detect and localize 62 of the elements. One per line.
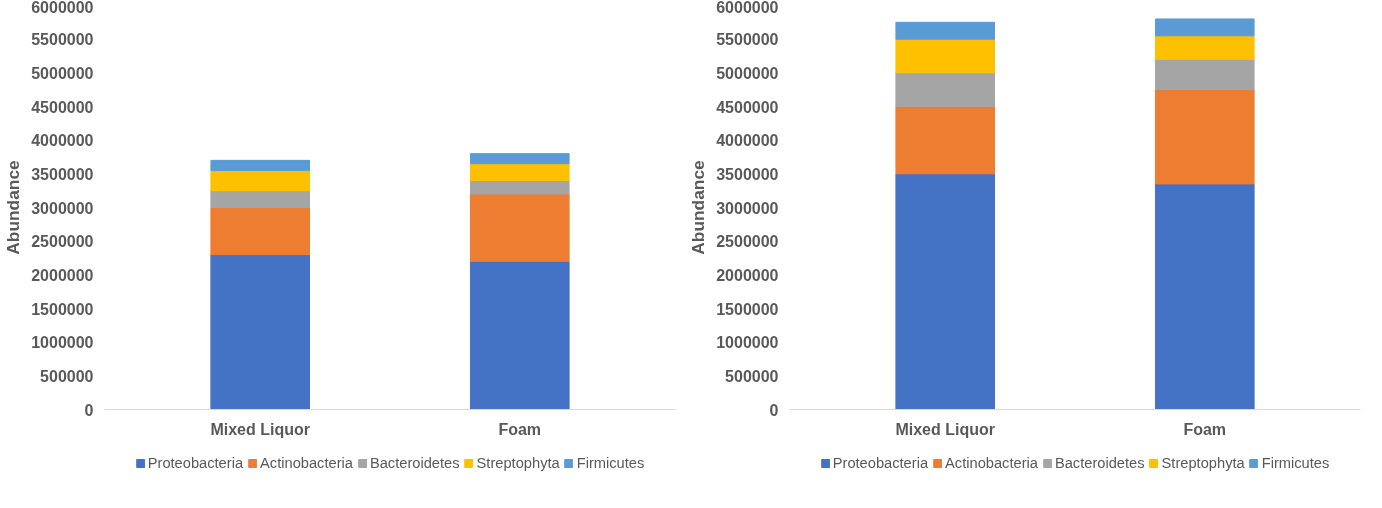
y-tick-label: 4000000 bbox=[716, 132, 779, 150]
legend-label: Bacteroidetes bbox=[1054, 454, 1145, 471]
bar bbox=[210, 169, 311, 192]
bar bbox=[469, 153, 570, 165]
bar bbox=[895, 173, 996, 410]
y-tick-label: 0 bbox=[84, 401, 94, 419]
y-tick-label: 0 bbox=[769, 401, 779, 419]
bar bbox=[210, 159, 311, 171]
bar bbox=[1154, 89, 1255, 185]
y-tick-label: 3500000 bbox=[31, 165, 94, 183]
legend-label: Firmicutes bbox=[1261, 454, 1330, 471]
y-tick-label: 500000 bbox=[725, 367, 779, 385]
y-tick-label: 3500000 bbox=[716, 165, 779, 183]
y-tick-label: 4000000 bbox=[31, 132, 94, 150]
bar bbox=[210, 254, 311, 410]
legend-label: Actinobacteria bbox=[260, 454, 353, 471]
y-tick-label: 1500000 bbox=[31, 300, 94, 318]
legend-label: Bacteroidetes bbox=[369, 454, 460, 471]
bar bbox=[1154, 183, 1255, 410]
y-tick-label: 6000000 bbox=[716, 0, 779, 16]
x-tick-label: Foam bbox=[498, 420, 542, 438]
y-tick-label: 2500000 bbox=[31, 233, 94, 251]
legend-label: Proteobacteria bbox=[832, 454, 929, 471]
y-tick-label: 5500000 bbox=[716, 31, 779, 49]
y-tick-label: 2500000 bbox=[716, 233, 779, 251]
x-tick-label: Foam bbox=[1183, 420, 1227, 438]
bar bbox=[469, 193, 570, 262]
y-tick-label: 6000000 bbox=[31, 0, 94, 16]
y-tick-label: 3000000 bbox=[31, 199, 94, 217]
legend-label: Streptophyta bbox=[476, 454, 560, 471]
bar bbox=[469, 180, 570, 195]
y-tick-label: 2000000 bbox=[31, 266, 94, 284]
bar bbox=[210, 207, 311, 256]
legend-label: Proteobacteria bbox=[147, 454, 244, 471]
y-tick-label: 1500000 bbox=[716, 300, 779, 318]
y-tick-label: 5500000 bbox=[31, 31, 94, 49]
x-tick-label: Mixed Liquor bbox=[895, 420, 996, 438]
y-axis-title: Abundance bbox=[688, 159, 709, 255]
bar bbox=[895, 72, 996, 107]
y-tick-label: 5000000 bbox=[31, 64, 94, 82]
y-tick-label: 500000 bbox=[40, 367, 94, 385]
legend-label: Actinobacteria bbox=[945, 454, 1038, 471]
y-tick-label: 5000000 bbox=[716, 64, 779, 82]
bar bbox=[895, 38, 996, 74]
bar bbox=[895, 106, 996, 175]
y-tick-label: 4500000 bbox=[716, 98, 779, 116]
bar bbox=[469, 260, 570, 410]
bar bbox=[1154, 18, 1255, 37]
legend-label: Streptophyta bbox=[1161, 454, 1245, 471]
y-axis-title: Abundance bbox=[3, 159, 24, 255]
bar bbox=[895, 21, 996, 40]
bar bbox=[1154, 58, 1255, 91]
bar bbox=[210, 190, 311, 208]
y-tick-label: 2000000 bbox=[716, 266, 779, 284]
y-tick-label: 3000000 bbox=[716, 199, 779, 217]
x-tick-label: Mixed Liquor bbox=[210, 420, 311, 438]
y-tick-label: 1000000 bbox=[31, 334, 94, 352]
bar bbox=[1154, 35, 1255, 60]
legend-label: Firmicutes bbox=[576, 454, 645, 471]
y-tick-label: 4500000 bbox=[31, 98, 94, 116]
y-tick-label: 1000000 bbox=[716, 334, 779, 352]
bar bbox=[469, 163, 570, 182]
